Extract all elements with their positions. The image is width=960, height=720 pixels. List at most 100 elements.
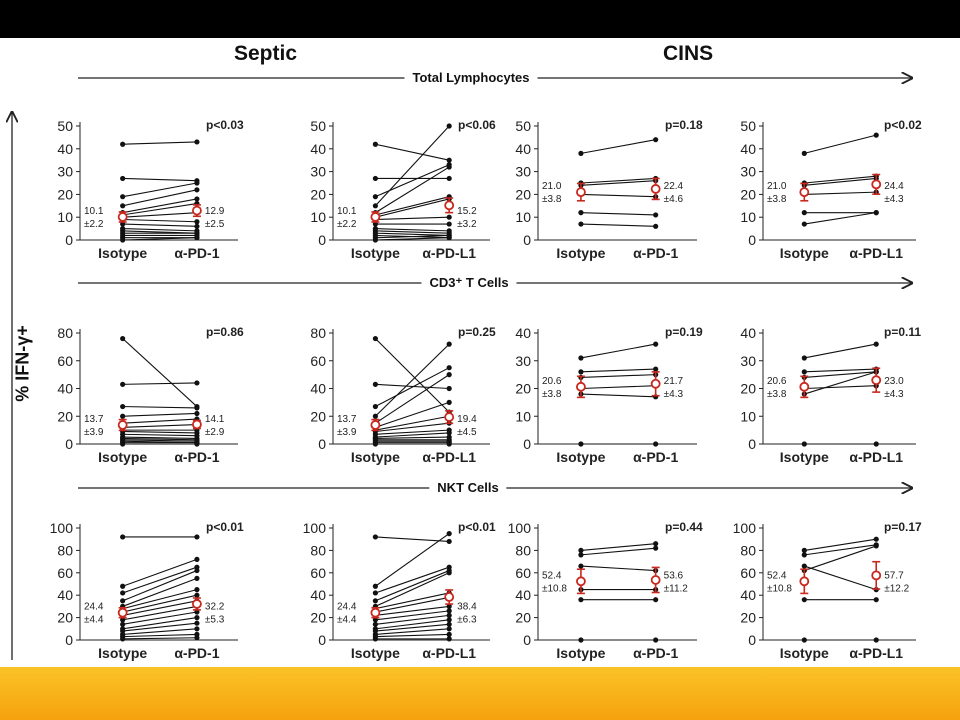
data-point xyxy=(194,615,200,621)
mean-marker xyxy=(444,592,455,602)
paired-line xyxy=(375,232,450,236)
y-tick-label: 40 xyxy=(310,587,326,603)
paired-line xyxy=(375,166,450,214)
panel-4: 0 10 20 30 40 50 Isotype α-PD-L1 21.0 ±3.8 24.4 ±4.… xyxy=(740,118,922,261)
y-tick-label: 50 xyxy=(57,118,73,134)
data-point xyxy=(194,635,200,641)
data-point xyxy=(653,341,659,347)
sem-label-treatment: ±4.5 xyxy=(457,427,477,438)
paired-line xyxy=(375,572,450,607)
panel-7: 0 10 20 30 40 Isotype α-PD-1 20.6 ±3.8 21.7 ±4.3 p=… xyxy=(515,325,703,465)
group-label-cins: CINS xyxy=(663,42,714,65)
y-tick-label: 20 xyxy=(57,610,73,626)
data-point xyxy=(120,175,126,182)
data-point xyxy=(446,399,452,405)
y-tick-label: 0 xyxy=(65,632,73,648)
data-point xyxy=(801,150,807,156)
y-tick-label: 30 xyxy=(57,164,73,180)
paired-line xyxy=(804,134,877,154)
paired-line xyxy=(122,182,198,198)
paired-line xyxy=(375,198,450,218)
y-tick-label: 20 xyxy=(515,381,531,397)
x-tick-label-treatment: α-PD-L1 xyxy=(422,245,476,261)
paired-line xyxy=(122,223,197,227)
x-tick-label-treatment: α-PD-1 xyxy=(633,245,678,261)
data-point xyxy=(120,141,126,147)
mean-marker xyxy=(799,187,810,198)
paired-line xyxy=(375,566,450,594)
data-point xyxy=(653,223,659,229)
data-point xyxy=(801,637,807,643)
sem-label-treatment: ±12.2 xyxy=(884,583,909,594)
y-tick-label: 50 xyxy=(740,118,756,134)
data-point xyxy=(120,381,126,387)
mean-marker xyxy=(650,184,661,194)
y-tick-label: 0 xyxy=(748,632,756,648)
paired-line xyxy=(580,393,656,398)
mean-marker xyxy=(799,576,810,587)
y-tick-label: 60 xyxy=(515,565,531,581)
mean-label-isotype: 13.7 xyxy=(84,414,104,425)
data-point xyxy=(194,556,200,562)
data-point xyxy=(372,141,378,147)
x-tick-label-treatment: α-PD-L1 xyxy=(849,245,903,261)
p-value-label: p=0.19 xyxy=(665,325,703,339)
data-point xyxy=(446,221,452,227)
paired-line xyxy=(375,143,450,161)
section-label-nkt-cells: NKT Cells xyxy=(429,480,507,495)
sem-label-treatment: ±2.5 xyxy=(205,219,225,230)
y-tick-label: 0 xyxy=(523,632,531,648)
paired-line xyxy=(375,610,450,621)
y-tick-label: 100 xyxy=(303,520,327,536)
paired-line xyxy=(122,202,198,216)
y-tick-label: 30 xyxy=(740,164,756,180)
panel-6: 0 20 40 60 80 Isotype α-PD-L1 13.7 ±3.9 19.4 ±4.5 p… xyxy=(310,325,496,465)
mean-label-treatment: 19.4 xyxy=(457,414,477,425)
data-point xyxy=(194,235,200,241)
data-point xyxy=(194,223,200,229)
sem-label-isotype: ±4.4 xyxy=(84,615,104,626)
data-point xyxy=(446,608,452,614)
data-point xyxy=(873,536,879,542)
paired-line xyxy=(375,367,450,408)
p-value-label: p=0.11 xyxy=(884,325,921,339)
paired-line xyxy=(375,536,450,542)
data-point xyxy=(446,612,452,618)
paired-line xyxy=(375,196,450,216)
data-point xyxy=(194,196,200,202)
mean-marker xyxy=(576,576,586,587)
mean-label-isotype: 24.4 xyxy=(337,602,357,613)
sem-label-isotype: ±4.4 xyxy=(337,615,357,626)
mean-label-treatment: 38.4 xyxy=(457,602,477,613)
mean-label-treatment: 53.6 xyxy=(664,570,684,581)
sem-label-treatment: ±6.3 xyxy=(457,615,477,626)
paired-line xyxy=(122,418,197,424)
y-tick-label: 10 xyxy=(740,408,756,424)
paired-line xyxy=(804,371,877,395)
footer-bar xyxy=(0,667,960,720)
data-point xyxy=(194,575,200,582)
y-tick-label: 40 xyxy=(740,325,756,341)
x-tick-label-isotype: Isotype xyxy=(556,245,605,261)
paired-line xyxy=(804,385,877,390)
data-point xyxy=(372,534,378,540)
y-tick-label: 20 xyxy=(57,408,73,424)
paired-line xyxy=(375,401,450,428)
y-tick-label: 0 xyxy=(748,232,756,248)
data-point xyxy=(446,157,452,163)
paired-line xyxy=(122,605,198,621)
y-tick-label: 20 xyxy=(57,186,73,202)
paired-line xyxy=(375,436,450,439)
data-point xyxy=(801,441,807,447)
data-point xyxy=(446,164,452,170)
mean-label-treatment: 23.0 xyxy=(884,376,904,387)
y-tick-label: 20 xyxy=(310,186,326,202)
paired-line xyxy=(804,565,877,591)
sem-label-isotype: ±10.8 xyxy=(542,583,567,594)
x-tick-label-treatment: α-PD-L1 xyxy=(422,449,476,465)
section-label-cd3-t-cells: CD3⁺ T Cells xyxy=(421,275,517,291)
mean-marker xyxy=(192,419,202,430)
y-tick-label: 0 xyxy=(318,232,326,248)
paired-line xyxy=(122,600,198,616)
paired-line xyxy=(375,429,450,435)
